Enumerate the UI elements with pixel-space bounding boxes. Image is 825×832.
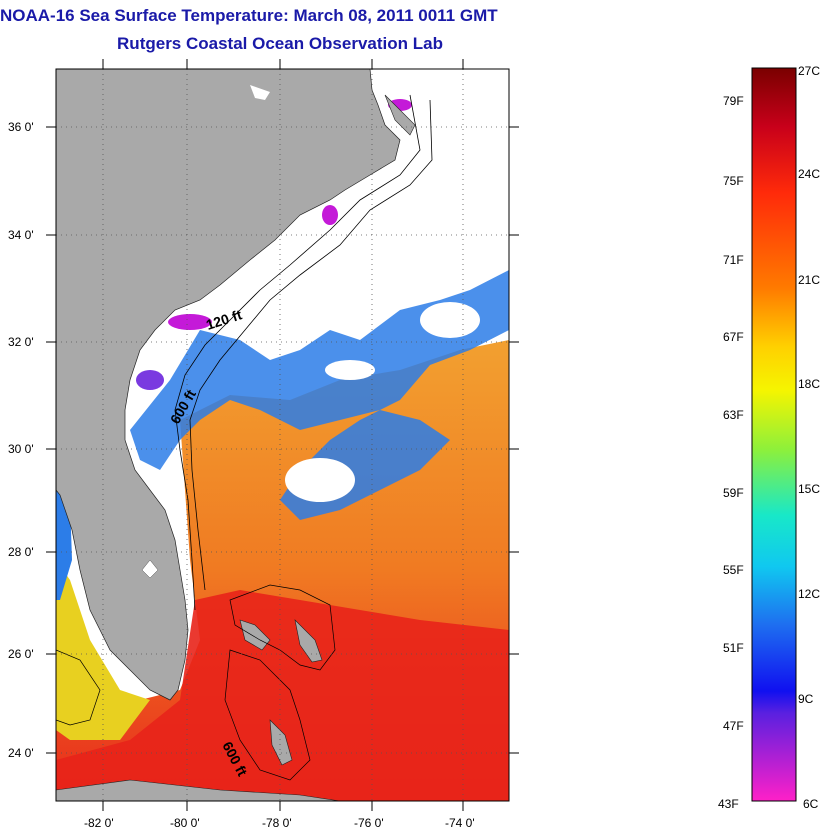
celsius-label: 21C xyxy=(798,273,820,287)
lat-label: 30 0' xyxy=(8,442,34,456)
bahamas-island xyxy=(294,619,323,663)
cloud-patch xyxy=(285,458,355,502)
lake xyxy=(141,559,159,579)
colorbar-fahrenheit-labels: 79F 75F 71F 67F 63F 59F 55F 51F 47F 43F xyxy=(718,94,744,811)
celsius-label: 18C xyxy=(798,377,820,391)
fahrenheit-label: 63F xyxy=(723,408,744,422)
lat-label: 36 0' xyxy=(8,120,34,134)
colorbar-celsius-labels: 27C 24C 21C 18C 15C 12C 9C 6C xyxy=(798,64,820,811)
lon-label: -78 0' xyxy=(262,816,292,830)
fahrenheit-label: 51F xyxy=(723,641,744,655)
map-frame xyxy=(55,68,510,802)
lon-label: -76 0' xyxy=(354,816,384,830)
lat-label: 34 0' xyxy=(8,228,34,242)
sst-map: 120 ft 600 ft 600 ft xyxy=(56,69,509,801)
celsius-label: 12C xyxy=(798,587,820,601)
contour-120ft xyxy=(174,94,421,611)
celsius-label: 24C xyxy=(798,167,820,181)
fahrenheit-label: 71F xyxy=(723,253,744,267)
lat-label: 24 0' xyxy=(8,746,34,760)
lat-label: 32 0' xyxy=(8,335,34,349)
fahrenheit-label: 67F xyxy=(723,330,744,344)
contour-bahamas xyxy=(229,584,336,671)
lat-label: 26 0' xyxy=(8,647,34,661)
longitude-labels: -82 0' -80 0' -78 0' -76 0' -74 0' xyxy=(84,816,475,830)
fahrenheit-label: 47F xyxy=(723,719,744,733)
cloud-patch xyxy=(420,302,480,338)
contour-bahamas xyxy=(224,649,311,781)
cuba xyxy=(56,779,341,801)
map-subtitle: Rutgers Coastal Ocean Observation Lab xyxy=(117,34,443,53)
lon-label: -82 0' xyxy=(84,816,114,830)
cold-spot xyxy=(322,205,338,225)
lat-label: 28 0' xyxy=(8,545,34,559)
contour-gulf xyxy=(56,649,101,726)
cool-water-patch xyxy=(130,270,509,520)
colorbar: 79F 75F 71F 67F 63F 59F 55F 51F 47F 43F … xyxy=(718,64,820,811)
graticule xyxy=(56,69,509,801)
fahrenheit-label: 79F xyxy=(723,94,744,108)
outer-banks xyxy=(384,94,416,136)
contour-600ft xyxy=(189,99,433,591)
celsius-label: 27C xyxy=(798,64,820,78)
bahamas-island xyxy=(239,619,271,651)
cloud-patch xyxy=(325,360,375,380)
lake xyxy=(250,85,270,100)
celsius-label: 6C xyxy=(803,797,819,811)
celsius-label: 15C xyxy=(798,482,820,496)
latitude-labels: 36 0' 34 0' 32 0' 30 0' 28 0' 26 0' 24 0… xyxy=(8,120,34,760)
cold-spot xyxy=(168,314,212,330)
lon-label: -74 0' xyxy=(445,816,475,830)
bahamas-island xyxy=(269,719,293,766)
colorbar-scale xyxy=(751,67,797,802)
cold-spot xyxy=(136,370,164,390)
map-ticks xyxy=(46,59,519,811)
gulf-stream xyxy=(56,590,509,801)
land-mass xyxy=(56,69,401,701)
lon-label: -80 0' xyxy=(170,816,200,830)
fahrenheit-label: 55F xyxy=(723,563,744,577)
fahrenheit-label: 75F xyxy=(723,174,744,188)
fahrenheit-label: 59F xyxy=(723,486,744,500)
map-title: NOAA-16 Sea Surface Temperature: March 0… xyxy=(0,6,498,25)
celsius-label: 9C xyxy=(798,692,814,706)
shelf-water-west xyxy=(56,560,150,740)
fahrenheit-label: 43F xyxy=(718,797,739,811)
